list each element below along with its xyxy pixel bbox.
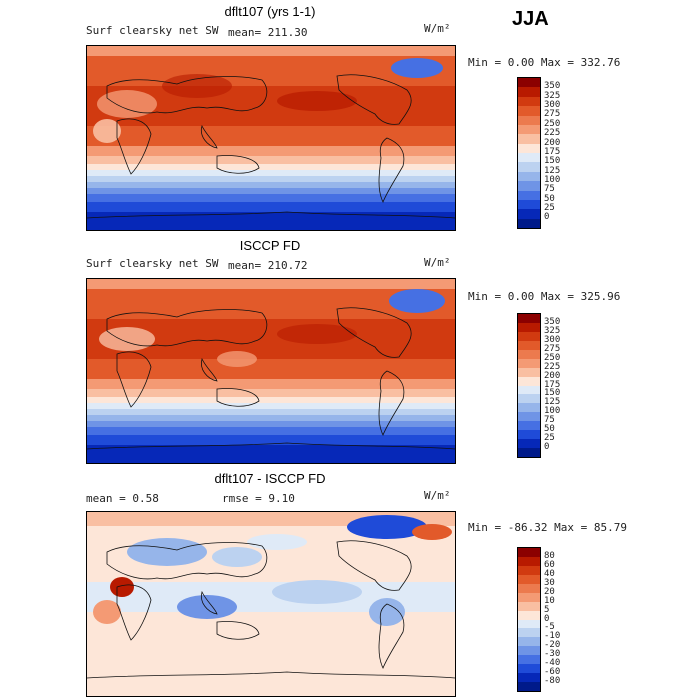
- panel2-colorbar: [517, 313, 541, 458]
- colorbar-tick: 50: [544, 424, 555, 434]
- colorbar-tick: 300: [544, 100, 561, 110]
- colorbar-tick: 225: [544, 128, 561, 138]
- colorbar-tick: 300: [544, 335, 561, 345]
- colorbar-tick: 350: [544, 317, 561, 327]
- colorbar-tick: 250: [544, 353, 561, 363]
- colorbar-tick: 75: [544, 415, 555, 425]
- colorbar-tick: 25: [544, 203, 555, 213]
- colorbar-tick: 50: [544, 194, 555, 204]
- colorbar-tick: 350: [544, 81, 561, 91]
- colorbar-tick: 75: [544, 184, 555, 194]
- colorbar-tick: 60: [544, 560, 555, 570]
- colorbar-tick: 80: [544, 551, 555, 561]
- colorbar-tick: 20: [544, 587, 555, 597]
- panel1-field-name: Surf clearsky net SW: [86, 24, 219, 37]
- colorbar-tick: 40: [544, 569, 555, 579]
- colorbar-tick: 0: [544, 614, 550, 624]
- colorbar-tick: 325: [544, 326, 561, 336]
- colorbar-tick: 175: [544, 147, 561, 157]
- panel2-range: Min = 0.00 Max = 325.96: [468, 290, 621, 303]
- colorbar-tick: 0: [544, 212, 550, 222]
- panel1-colorbar: [517, 77, 541, 229]
- colorbar-tick: -10: [544, 631, 561, 641]
- colorbar-tick: 200: [544, 138, 561, 148]
- panel2-units: W/m²: [424, 256, 451, 269]
- colorbar-tick: -40: [544, 658, 561, 668]
- colorbar-tick: 325: [544, 91, 561, 101]
- colorbar-tick: 5: [544, 605, 550, 615]
- panel3-colorbar: [517, 547, 541, 692]
- colorbar-tick: -5: [544, 622, 555, 632]
- panel2-field-name: Surf clearsky net SW: [86, 257, 219, 270]
- colorbar-tick: 225: [544, 362, 561, 372]
- colorbar-tick: 150: [544, 388, 561, 398]
- colorbar-tick: 100: [544, 175, 561, 185]
- colorbar-tick: 10: [544, 596, 555, 606]
- colorbar-tick: 175: [544, 380, 561, 390]
- colorbar-tick: 275: [544, 109, 561, 119]
- colorbar-tick: 25: [544, 433, 555, 443]
- panel3-range: Min = -86.32 Max = 85.79: [468, 521, 627, 534]
- colorbar-tick: -20: [544, 640, 561, 650]
- colorbar-tick: 100: [544, 406, 561, 416]
- panel3-title: dflt107 - ISCCP FD: [214, 471, 326, 486]
- panel2-mean: mean= 210.72: [228, 259, 308, 272]
- panel3-mean: mean = 0.58: [86, 492, 159, 505]
- colorbar-tick: 125: [544, 166, 561, 176]
- colorbar-tick: 200: [544, 371, 561, 381]
- panel3-rmse: rmse = 9.10: [222, 492, 295, 505]
- panel2-map: [86, 278, 456, 464]
- panel2-title: ISCCP FD: [239, 238, 301, 253]
- panel1-title: dflt107 (yrs 1-1): [224, 4, 316, 19]
- season-label: JJA: [512, 8, 549, 30]
- panel3-map: [86, 511, 456, 697]
- panel1-map: [86, 45, 456, 231]
- colorbar-tick: 0: [544, 442, 550, 452]
- panel3-units: W/m²: [424, 489, 451, 502]
- colorbar-tick: -80: [544, 676, 561, 686]
- colorbar-tick: 275: [544, 344, 561, 354]
- panel1-units: W/m²: [424, 22, 451, 35]
- colorbar-tick: 150: [544, 156, 561, 166]
- colorbar-tick: 125: [544, 397, 561, 407]
- colorbar-tick: -30: [544, 649, 561, 659]
- panel1-range: Min = 0.00 Max = 332.76: [468, 56, 621, 69]
- colorbar-tick: 250: [544, 119, 561, 129]
- colorbar-tick: 30: [544, 578, 555, 588]
- panel1-mean: mean= 211.30: [228, 26, 308, 39]
- colorbar-tick: -60: [544, 667, 561, 677]
